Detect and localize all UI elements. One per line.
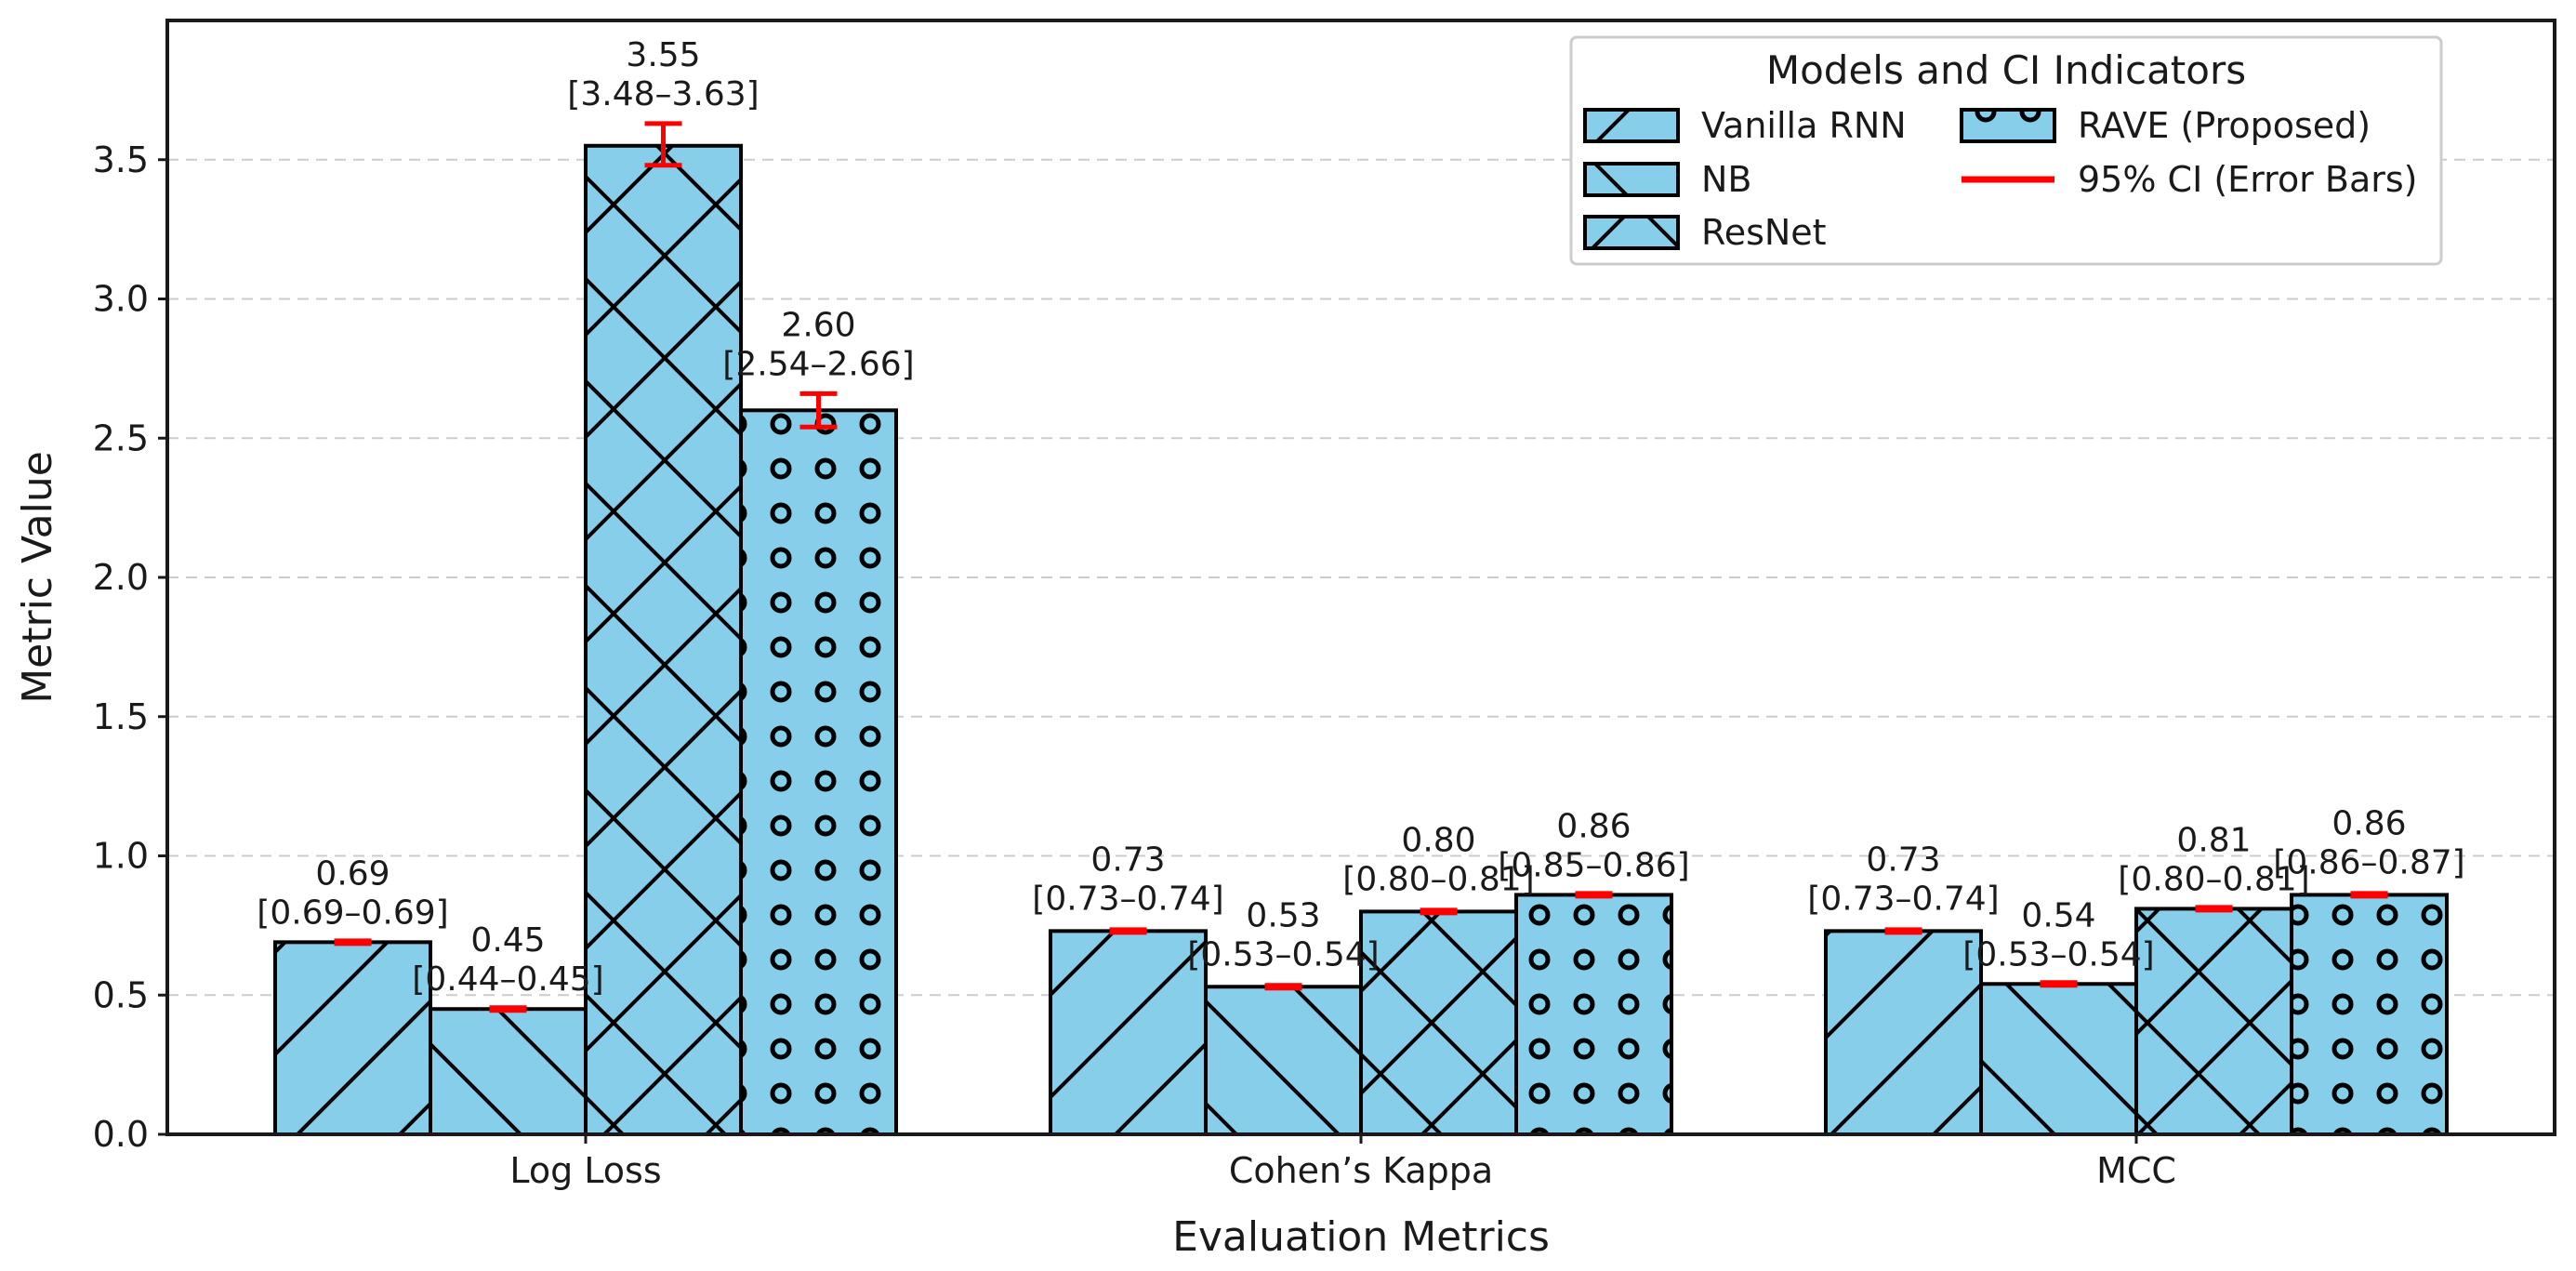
bars — [273, 143, 2449, 1137]
legend-items: Vanilla RNN NB ResNet RAVE (Proposed) 95% CI… — [1583, 105, 2418, 253]
data-label-value: 0.86 — [2332, 804, 2406, 842]
legend-box — [1569, 35, 2443, 266]
data-label-ci: [0.85–0.86] — [1498, 846, 1689, 884]
y-tick-label: 2.5 — [93, 417, 149, 458]
legend-title: Models and CI Indicators — [1766, 47, 2246, 93]
data-label-value: 0.54 — [2021, 896, 2095, 934]
data-label-ci: [0.73–0.74] — [1032, 880, 1223, 918]
data-label-ci: [0.80–0.81] — [2118, 860, 2309, 898]
data-label-ci: [0.86–0.87] — [2273, 843, 2464, 881]
data-label-value: 0.80 — [1401, 821, 1475, 859]
legend-label: ResNet — [1701, 212, 1827, 253]
data-label-value: 0.73 — [1866, 841, 1940, 879]
legend-label: NB — [1701, 159, 1752, 200]
bar — [1979, 982, 2138, 1137]
y-tick-label: 2.0 — [93, 557, 149, 598]
y-tick-label: 0.5 — [93, 974, 149, 1015]
y-tick-label: 1.5 — [93, 696, 149, 737]
data-label-ci: [0.69–0.69] — [257, 894, 448, 932]
bar — [429, 1007, 588, 1136]
x-tick-label: MCC — [2096, 1150, 2176, 1191]
x-axis-ticks: Log Loss Cohen’s Kappa MCC — [509, 1134, 2176, 1191]
bar — [2134, 907, 2293, 1137]
legend-label: Vanilla RNN — [1701, 105, 1907, 146]
data-label-value: 3.55 — [626, 36, 700, 74]
data-label-value: 0.69 — [315, 854, 390, 893]
data-label-value: 0.81 — [2176, 821, 2251, 859]
bar — [2290, 893, 2449, 1136]
legend-swatch — [1583, 108, 1680, 143]
legend-swatch — [1583, 215, 1680, 250]
y-tick-label: 1.0 — [93, 836, 149, 877]
data-label-value: 0.45 — [470, 921, 545, 960]
error-bars — [334, 121, 2388, 1013]
y-axis-ticks: 0.0 0.5 1.0 1.5 2.0 2.5 3.0 3.5 — [93, 139, 167, 1155]
data-label-ci: [2.54–2.66] — [722, 345, 914, 383]
bar — [1049, 929, 1208, 1136]
legend: Models and CI Indicators Vanilla RNN NB Re… — [1569, 35, 2443, 266]
data-label-value: 0.86 — [1556, 807, 1631, 845]
data-label-ci: [3.48–3.63] — [567, 75, 759, 113]
bar — [1824, 929, 1983, 1136]
bar — [584, 143, 743, 1136]
x-tick-label: Cohen’s Kappa — [1229, 1150, 1493, 1191]
legend-label: RAVE (Proposed) — [2078, 105, 2371, 146]
data-label-value: 0.73 — [1090, 841, 1165, 879]
bar — [1204, 985, 1363, 1137]
bar — [1359, 909, 1518, 1137]
y-axis-title: Metric Value — [14, 451, 61, 704]
bar — [739, 408, 898, 1136]
legend-label: 95% CI (Error Bars) — [2078, 159, 2418, 200]
data-label-ci: [0.73–0.74] — [1807, 880, 1999, 918]
bar — [273, 940, 432, 1136]
data-label-ci: [0.53–0.54] — [1962, 935, 2154, 973]
data-label-ci: [0.53–0.54] — [1187, 935, 1379, 973]
data-label-ci: [0.44–0.45] — [412, 960, 603, 999]
data-labels: 0.69[0.69–0.69] 0.45[0.44–0.45] 3.55[3.48–… — [257, 36, 2464, 999]
x-axis-title: Evaluation Metrics — [1172, 1213, 1550, 1261]
y-tick-label: 3.5 — [93, 139, 149, 180]
y-tick-label: 3.0 — [93, 279, 149, 320]
legend-swatch — [1583, 162, 1680, 197]
grid-lines — [167, 158, 2555, 997]
data-label-ci: [0.80–0.81] — [1342, 860, 1534, 898]
legend-swatch — [1960, 108, 2056, 143]
data-label-value: 2.60 — [781, 306, 855, 344]
x-tick-label: Log Loss — [509, 1150, 661, 1191]
bar — [1514, 893, 1673, 1136]
data-label-value: 0.53 — [1246, 896, 1320, 934]
y-tick-label: 0.0 — [93, 1114, 149, 1155]
